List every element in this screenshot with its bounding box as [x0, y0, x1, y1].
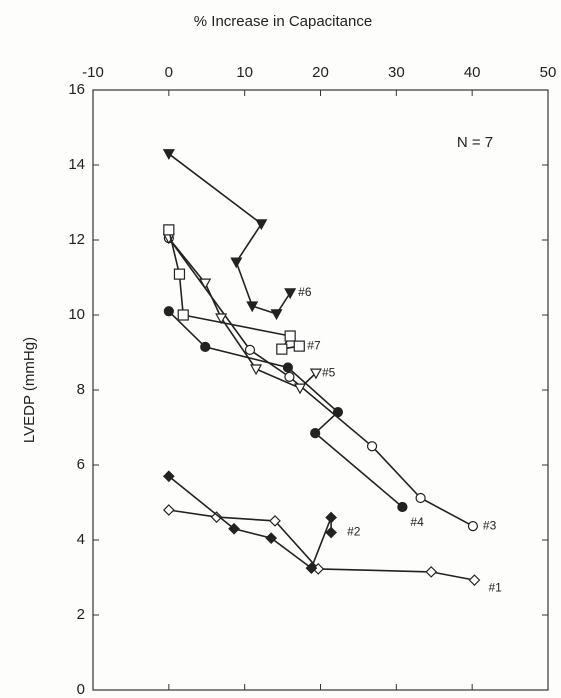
point [294, 383, 307, 395]
series-label: #3 [483, 518, 497, 532]
point [305, 562, 318, 574]
point [284, 371, 295, 382]
y-tick-label: 0 [77, 681, 85, 698]
series-line [168, 153, 291, 315]
series-line [168, 509, 475, 581]
point [332, 407, 344, 418]
x-tick-label: 0 [165, 64, 173, 81]
x-tick-label: 40 [464, 64, 481, 81]
point [293, 340, 305, 352]
y-tick-label: 10 [68, 306, 85, 323]
y-tick-label: 2 [77, 606, 85, 623]
series-label: #7 [307, 338, 321, 352]
point [255, 219, 268, 231]
point [177, 309, 189, 321]
point [284, 288, 297, 300]
point [230, 257, 243, 269]
point [200, 341, 211, 352]
point [415, 492, 426, 504]
point [425, 566, 438, 578]
point [215, 313, 228, 325]
y-tick-label: 16 [68, 81, 85, 98]
point [270, 309, 283, 321]
annotation: N = 7 [457, 134, 493, 151]
point [282, 362, 293, 373]
x-tick-label: 20 [312, 64, 329, 81]
series-line [168, 237, 317, 390]
point [162, 149, 175, 160]
point [284, 330, 296, 342]
point [246, 301, 259, 313]
point [162, 470, 175, 483]
y-tick-label: 12 [68, 231, 85, 248]
y-tick-label: 4 [77, 531, 85, 548]
series-label: #2 [347, 525, 361, 539]
x-tick-label: 10 [236, 64, 253, 81]
point [250, 364, 263, 376]
y-tick-label: 8 [77, 381, 85, 398]
point [199, 278, 212, 290]
point [228, 522, 240, 535]
y-tick-label: 14 [68, 156, 85, 173]
point [265, 532, 278, 544]
point [467, 521, 479, 532]
x-tick-label: 30 [388, 64, 405, 81]
series-label: #6 [298, 285, 312, 299]
point [310, 428, 321, 439]
point [173, 268, 186, 280]
point [325, 526, 337, 539]
point [468, 574, 481, 586]
plot-frame [92, 89, 549, 691]
point [397, 501, 408, 513]
y-tick-label: 6 [77, 456, 85, 473]
x-axis-label: % Increase in Capacitance [194, 13, 372, 30]
point [309, 368, 322, 380]
x-tick-label: 50 [540, 64, 557, 81]
y-axis-label: LVEDP (mmHg) [21, 337, 38, 443]
point [244, 344, 256, 355]
point [366, 441, 378, 452]
point [163, 306, 174, 317]
point [162, 504, 175, 516]
point [276, 343, 288, 355]
point [210, 511, 223, 523]
x-tick-label: -10 [82, 64, 104, 81]
series-label: #5 [322, 365, 336, 379]
series-label: #4 [410, 515, 424, 529]
point [163, 224, 175, 236]
series-line [168, 237, 474, 527]
point [269, 515, 281, 527]
series-label: #1 [488, 580, 502, 594]
point [325, 511, 337, 524]
series-line [168, 310, 403, 508]
series-line [168, 475, 332, 570]
